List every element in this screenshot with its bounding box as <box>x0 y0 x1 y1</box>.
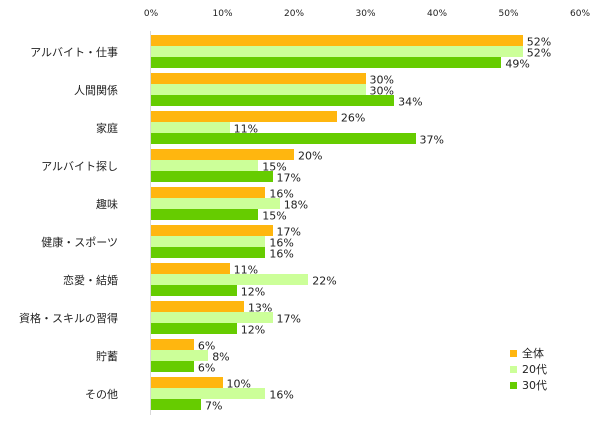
data-label: 16% <box>269 247 294 260</box>
x-tick-label: 30% <box>355 9 376 19</box>
data-label: 16% <box>269 388 294 401</box>
bar <box>151 35 523 46</box>
bar <box>151 122 230 133</box>
data-label: 52% <box>526 35 552 48</box>
data-label: 49% <box>505 57 530 70</box>
x-tick-label: 0% <box>143 9 159 19</box>
legend-swatch-icon <box>510 365 517 373</box>
bar <box>151 247 266 258</box>
bar <box>151 57 502 68</box>
data-label: 12% <box>240 285 266 298</box>
bar <box>151 225 273 236</box>
category-label: 恋愛・結婚 <box>63 273 118 287</box>
category-label: 家庭 <box>96 121 118 135</box>
bar <box>151 198 280 209</box>
data-label: 37% <box>419 133 444 146</box>
bar <box>151 187 266 198</box>
data-label: 8% <box>212 350 230 363</box>
data-label: 10% <box>226 377 251 390</box>
bar <box>151 399 202 410</box>
data-label: 12% <box>240 323 266 336</box>
bar <box>151 46 523 57</box>
x-tick-label: 20% <box>283 9 305 19</box>
data-label: 22% <box>312 274 337 287</box>
category-label: 人間関係 <box>74 83 118 97</box>
bar <box>151 388 266 399</box>
category-label: 健康・スポーツ <box>41 235 118 249</box>
bar <box>151 274 309 285</box>
data-label: 17% <box>276 171 301 184</box>
data-label: 11% <box>233 122 259 135</box>
bar <box>151 377 223 388</box>
bar <box>151 263 230 274</box>
category-label: 趣味 <box>96 197 118 211</box>
category-label: アルバイト・仕事 <box>30 45 118 59</box>
data-label: 26% <box>340 111 366 124</box>
x-tick-label: 40% <box>426 9 448 19</box>
data-label: 16% <box>269 236 294 249</box>
data-label: 18% <box>283 198 309 211</box>
data-label: 20% <box>298 149 323 162</box>
x-tick-label: 10% <box>212 9 233 19</box>
bar <box>151 73 366 84</box>
data-label: 13% <box>247 301 273 314</box>
category-label: その他 <box>85 387 118 401</box>
y-axis-line <box>150 31 151 415</box>
data-label: 30% <box>369 73 394 86</box>
data-label: 52% <box>526 46 552 59</box>
bar <box>151 160 259 171</box>
category-label: 資格・スキルの習得 <box>19 311 118 325</box>
legend-item: 20代 <box>510 361 547 377</box>
data-label: 30% <box>369 84 394 97</box>
data-label: 7% <box>205 399 223 412</box>
legend: 全体 20代 30代 <box>510 345 547 393</box>
bar <box>151 111 337 122</box>
bar <box>151 350 209 361</box>
data-label: 17% <box>276 312 301 325</box>
bar <box>151 133 416 144</box>
data-label: 15% <box>262 209 287 222</box>
bar <box>151 209 259 220</box>
bar <box>151 301 244 312</box>
data-label: 34% <box>398 95 423 108</box>
legend-swatch-icon <box>510 349 517 357</box>
bar <box>151 84 366 95</box>
data-label: 15% <box>262 160 287 173</box>
bar <box>151 236 266 247</box>
category-label: 貯蓄 <box>96 349 118 363</box>
data-label: 17% <box>276 225 301 238</box>
data-label: 6% <box>197 361 216 374</box>
legend-item: 全体 <box>510 345 547 361</box>
x-tick-label: 60% <box>569 9 591 19</box>
legend-label: 全体 <box>522 347 544 360</box>
bar <box>151 95 395 106</box>
legend-label: 20代 <box>522 363 547 376</box>
bar <box>151 312 273 323</box>
legend-label: 30代 <box>522 379 547 392</box>
bar <box>151 171 273 182</box>
bar <box>151 323 237 334</box>
bar <box>151 339 194 350</box>
bar <box>151 361 194 372</box>
bar <box>151 149 294 160</box>
legend-item: 30代 <box>510 377 547 393</box>
data-label: 11% <box>233 263 259 276</box>
x-tick-label: 50% <box>498 9 519 19</box>
data-label: 16% <box>269 187 294 200</box>
legend-swatch-icon <box>510 381 517 389</box>
data-label: 6% <box>197 339 216 352</box>
bar <box>151 285 237 296</box>
category-label: アルバイト探し <box>41 159 118 173</box>
